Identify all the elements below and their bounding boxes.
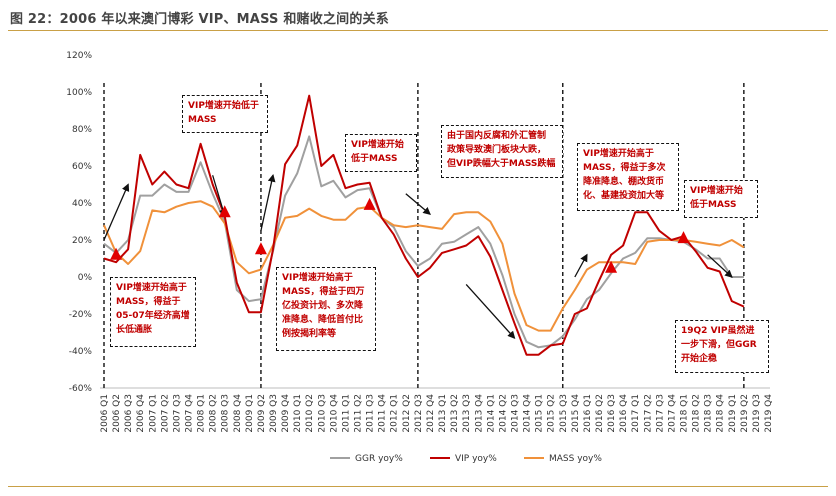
legend-label: VIP yoy% [455, 454, 497, 464]
x-tick-label: 2017 Q2 [643, 394, 653, 433]
y-tick-label: 40% [72, 199, 92, 209]
y-tick-label: 80% [72, 125, 92, 135]
x-tick-label: 2013 Q1 [438, 394, 448, 433]
x-tick-label: 2007 Q4 [185, 394, 195, 433]
x-tick-label: 2017 Q4 [667, 394, 677, 433]
x-tick-label: 2009 Q3 [269, 394, 279, 433]
x-tick-label: 2012 Q1 [390, 394, 400, 433]
x-tick-label: 2012 Q3 [414, 394, 424, 433]
x-tick-label: 2010 Q4 [329, 394, 339, 433]
x-tick-label: 2007 Q3 [172, 394, 182, 433]
x-tick-label: 2018 Q1 [679, 394, 689, 433]
legend-label: MASS yoy% [549, 454, 602, 464]
y-tick-label: -40% [69, 347, 93, 357]
annotation-anticorruption-2014: 由于国内反腐和外汇管制 政策导致澳门板块大跌， 但VIP跌幅大于MASS跌幅 [441, 125, 563, 178]
x-tick-label: 2014 Q2 [498, 394, 508, 433]
x-tick-label: 2008 Q4 [233, 394, 243, 433]
x-tick-label: 2010 Q1 [293, 394, 303, 433]
trend-arrow [574, 253, 588, 278]
crossover-marker [254, 242, 267, 255]
annotation-vip-below-mass-2008: VIP增速开始低于 MASS [182, 95, 268, 133]
x-tick-label: 2007 Q2 [160, 394, 170, 433]
chart-title: 图 22：2006 年以来澳门博彩 VIP、MASS 和赌收之间的关系 [10, 12, 389, 27]
trend-arrow [405, 193, 431, 215]
y-tick-label: -20% [69, 310, 93, 320]
x-tick-label: 2014 Q3 [510, 394, 520, 433]
x-tick-label: 2006 Q2 [112, 394, 122, 433]
x-tick-label: 2008 Q2 [209, 394, 219, 433]
x-tick-label: 2019 Q4 [764, 394, 774, 433]
y-tick-label: 120% [66, 51, 92, 61]
trend-arrow [465, 283, 516, 340]
x-tick-label: 2012 Q4 [426, 394, 436, 433]
x-tick-label: 2008 Q1 [197, 394, 207, 433]
trend-arrow [260, 173, 276, 231]
title-divider [8, 30, 828, 31]
y-tick-label: 0% [78, 273, 93, 283]
x-tick-label: 2009 Q2 [257, 394, 267, 433]
series-line-ggr [103, 135, 744, 349]
x-tick-label: 2009 Q4 [281, 394, 291, 433]
x-tick-label: 2019 Q2 [740, 394, 750, 433]
crossover-marker [677, 231, 690, 244]
x-tick-label: 2018 Q3 [704, 394, 714, 433]
x-tick-label: 2015 Q4 [571, 394, 581, 433]
x-tick-label: 2013 Q2 [450, 394, 460, 433]
annotation-vip-below-mass-2018: VIP增速开始 低于MASS [684, 180, 758, 218]
crossover-marker [218, 205, 231, 218]
annotation-vip-above-mass-2009: VIP增速开始高于 MASS，得益于四万 亿投资计划、多次降 准降息、降低首付比… [276, 267, 376, 351]
x-tick-label: 2010 Q3 [317, 394, 327, 433]
x-tick-label: 2007 Q1 [148, 394, 158, 433]
x-tick-label: 2006 Q1 [100, 394, 110, 433]
x-tick-label: 2011 Q1 [341, 394, 351, 433]
x-tick-label: 2017 Q1 [631, 394, 641, 433]
x-tick-label: 2008 Q3 [221, 394, 231, 433]
series-line-vip [103, 94, 745, 356]
series-line-mass [103, 200, 745, 332]
x-tick-label: 2013 Q4 [474, 394, 484, 433]
legend-label: GGR yoy% [355, 454, 403, 464]
x-tick-label: 2016 Q2 [595, 394, 605, 433]
x-tick-label: 2016 Q4 [619, 394, 629, 433]
footer-divider [8, 486, 828, 487]
x-tick-label: 2010 Q2 [305, 394, 315, 433]
y-tick-label: 100% [66, 88, 92, 98]
annotation-vip-above-mass-2006: VIP增速开始高于 MASS，得益于 05-07年经济高增 长低通胀 [110, 277, 196, 347]
x-tick-label: 2015 Q1 [535, 394, 545, 433]
trend-arrow [212, 175, 227, 218]
trend-arrow [103, 183, 130, 241]
annotation-vip-below-mass-2011: VIP增速开始 低于MASS [345, 134, 417, 172]
annotation-vip-above-mass-2016: VIP增速开始高于 MASS，得益于多次 降准降息、棚改货币 化、基建投资加大等 [577, 143, 679, 211]
x-tick-label: 2006 Q3 [124, 394, 134, 433]
crossover-marker [110, 247, 123, 260]
trend-arrow [707, 254, 733, 278]
annotation-19q2-ggr-stabilize: 19Q2 VIP虽然进 一步下滑，但GGR 开始企稳 [675, 320, 769, 373]
x-tick-label: 2016 Q1 [583, 394, 593, 433]
y-tick-label: 20% [72, 236, 92, 246]
x-tick-label: 2014 Q1 [486, 394, 496, 433]
x-tick-label: 2006 Q4 [136, 394, 146, 433]
x-tick-label: 2019 Q1 [728, 394, 738, 433]
crossover-marker [363, 197, 376, 210]
y-tick-label: 60% [72, 162, 92, 172]
x-tick-label: 2018 Q4 [716, 394, 726, 433]
x-tick-label: 2017 Q3 [655, 394, 665, 433]
x-tick-label: 2011 Q2 [354, 394, 364, 433]
x-tick-label: 2019 Q3 [752, 394, 762, 433]
crossover-marker [605, 260, 618, 273]
x-tick-label: 2015 Q3 [559, 394, 569, 433]
x-tick-label: 2015 Q2 [547, 394, 557, 433]
x-tick-label: 2016 Q3 [607, 394, 617, 433]
x-tick-label: 2014 Q4 [523, 394, 533, 433]
x-tick-label: 2018 Q2 [692, 394, 702, 433]
x-tick-label: 2013 Q3 [462, 394, 472, 433]
y-tick-label: -60% [69, 384, 93, 394]
x-tick-label: 2011 Q3 [366, 394, 376, 433]
x-tick-label: 2012 Q2 [402, 394, 412, 433]
x-tick-label: 2011 Q4 [378, 394, 388, 433]
x-tick-label: 2009 Q1 [245, 394, 255, 433]
